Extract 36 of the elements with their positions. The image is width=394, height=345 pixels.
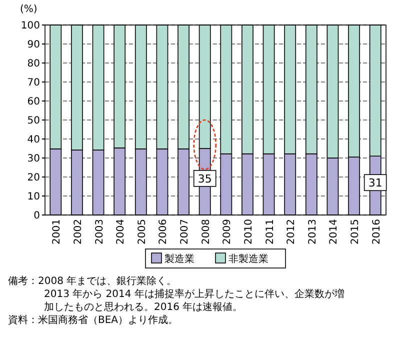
text: 加したものと思われる。2016 年は速報値。 (44, 301, 243, 313)
y-tick-label: 80 (27, 58, 40, 70)
y-tick-label: 50 (27, 116, 40, 126)
text: 資料：米国商務省（BEA）より作成。 (8, 314, 178, 326)
x-tick-label: 2010 (243, 219, 254, 244)
x-tick-label: 2012 (286, 219, 298, 244)
data-label: 35 (198, 172, 212, 186)
x-tick-label: 2007 (180, 219, 191, 244)
y-tick-label: 30 (27, 154, 40, 164)
legend-label: 製造業 (164, 253, 194, 265)
x-tick-label: 2002 (72, 219, 84, 244)
x-tick-label: 2006 (158, 219, 170, 244)
y-tick-label: 90 (27, 40, 40, 50)
y-tick-label: 70 (27, 78, 40, 88)
x-tick-label: 2008 (200, 219, 212, 244)
x-tick-label: 2009 (222, 219, 234, 244)
y-axis-title: (%) (20, 4, 38, 15)
y-tick-label: 20 (27, 172, 40, 184)
text: 備考：2008 年までは、銀行業除く。 (8, 275, 177, 287)
x-tick-label: 2004 (116, 219, 127, 244)
data-label: 31 (368, 176, 382, 190)
x-tick-label: 2015 (350, 219, 362, 244)
x-tick-label: 2005 (136, 219, 148, 244)
y-tick-label: 40 (27, 134, 40, 146)
y-tick-label: 60 (27, 96, 40, 108)
y-tick-label: 100 (20, 20, 40, 32)
x-tick-label: 2011 (264, 219, 276, 244)
legend-label: 非製造業 (228, 253, 268, 265)
x-tick-label: 2016 (371, 219, 382, 244)
x-tick-label: 2001 (52, 219, 63, 244)
x-tick-label: 2003 (94, 219, 106, 244)
y-tick-label: 0 (34, 210, 40, 222)
x-tick-label: 2013 (307, 219, 318, 244)
y-tick-label: 10 (27, 192, 40, 202)
x-tick-label: 2014 (328, 219, 340, 244)
text: 2013 年から 2014 年は捕捉率が上昇したことに伴い、企業数が増 (44, 288, 344, 300)
